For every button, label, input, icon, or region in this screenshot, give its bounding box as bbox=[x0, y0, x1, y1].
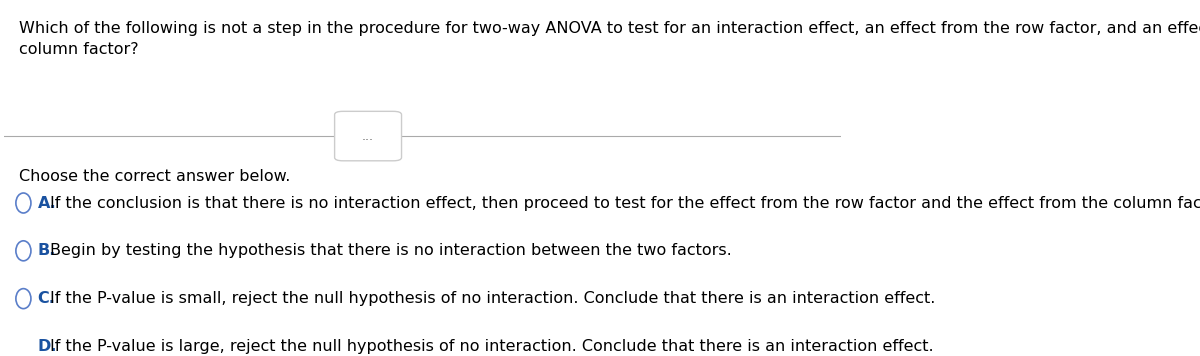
FancyBboxPatch shape bbox=[335, 111, 402, 161]
Text: D.: D. bbox=[37, 339, 58, 354]
Text: B.: B. bbox=[37, 243, 56, 258]
Text: If the P-value is small, reject the null hypothesis of no interaction. Conclude : If the P-value is small, reject the null… bbox=[50, 291, 936, 306]
Text: If the conclusion is that there is no interaction effect, then proceed to test f: If the conclusion is that there is no in… bbox=[50, 195, 1200, 210]
Text: ...: ... bbox=[362, 130, 374, 142]
Text: Which of the following is not a step in the procedure for two-way ANOVA to test : Which of the following is not a step in … bbox=[19, 21, 1200, 57]
Text: Begin by testing the hypothesis that there is no interaction between the two fac: Begin by testing the hypothesis that the… bbox=[50, 243, 732, 258]
Text: A.: A. bbox=[37, 195, 56, 210]
Text: C.: C. bbox=[37, 291, 55, 306]
Text: Choose the correct answer below.: Choose the correct answer below. bbox=[19, 169, 290, 184]
Text: If the P-value is large, reject the null hypothesis of no interaction. Conclude : If the P-value is large, reject the null… bbox=[50, 339, 934, 354]
